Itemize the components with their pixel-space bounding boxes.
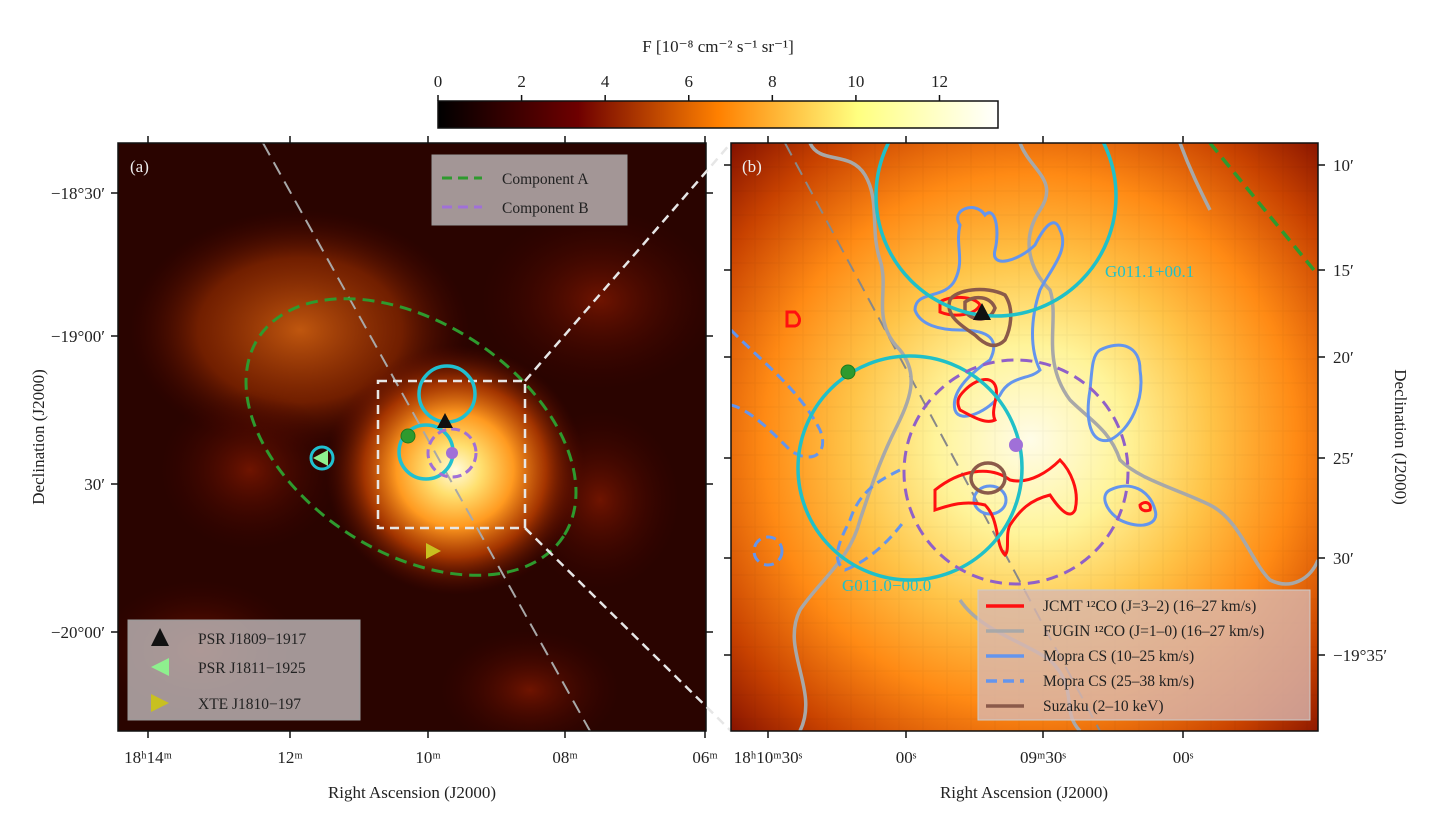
- panel-a: (a) Component A Component B PSR J1809−19…: [29, 136, 718, 802]
- panel-a-xlabel: Right Ascension (J2000): [328, 783, 496, 802]
- mopra-cs-25-38-contours: [731, 328, 907, 572]
- colorbar-tick-label: 0: [434, 72, 443, 91]
- y-tick-label: 10′: [1333, 156, 1354, 175]
- component-a-center: [400, 428, 416, 444]
- y-tick-label: 30′: [1333, 549, 1354, 568]
- legend-psr-j1811: PSR J1811−1925: [198, 660, 306, 677]
- component-a-ellipse-edge: [1208, 143, 1318, 277]
- triangle-left-icon: [151, 658, 169, 676]
- x-tick-label: 12ᵐ: [277, 748, 302, 767]
- x-tick-label: 06ᵐ: [692, 748, 717, 767]
- component-b-center: [446, 447, 458, 459]
- y-tick-label: −19°35′: [1333, 646, 1387, 665]
- colorbar-label: F [10⁻⁸ cm⁻² s⁻¹ sr⁻¹]: [642, 37, 794, 56]
- component-a-ellipse: [244, 297, 578, 577]
- panel-b-ylabel: Declination (J2000): [1391, 369, 1410, 505]
- colorbar-tick-label: 6: [684, 72, 693, 91]
- x-tick-label: 10ᵐ: [415, 748, 440, 767]
- y-tick-label: −18°30′: [51, 184, 105, 203]
- snr-circle: [309, 445, 335, 471]
- panel-b-legend: JCMT ¹²CO (J=3–2) (16–27 km/s) FUGIN ¹²CO…: [977, 589, 1311, 721]
- legend-entry: Suzaku (2–10 keV): [1043, 698, 1164, 715]
- panel-a-source-legend: PSR J1809−1917 PSR J1811−1925 XTE J1810−…: [127, 619, 361, 721]
- y-tick-label: −20°00′: [51, 623, 105, 642]
- jcmt-co-contours: [785, 296, 1152, 558]
- panel-a-ylabel: Declination (J2000): [29, 369, 48, 505]
- zoom-region-box: [376, 379, 527, 530]
- panel-a-label: (a): [130, 157, 149, 176]
- x-tick-label: 00ˢ: [1173, 748, 1194, 767]
- y-tick-label: 25′: [1333, 449, 1354, 468]
- colorbar-tick-label: 12: [931, 72, 948, 91]
- colorbar-gradient: [437, 100, 999, 129]
- colorbar-tick-label: 4: [601, 72, 610, 91]
- legend-entry: JCMT ¹²CO (J=3–2) (16–27 km/s): [1043, 598, 1256, 615]
- component-b-circle: [902, 358, 1130, 586]
- component-b-center: [1009, 438, 1023, 452]
- legend-entry: Mopra CS (25–38 km/s): [1043, 673, 1194, 690]
- x-tick-label: 18ʰ10ᵐ30ˢ: [734, 748, 803, 767]
- snr-g011.0-circle: [796, 354, 1024, 582]
- panel-b: G011.1+00.1 G011.0−00.0 (b) JCMT ¹²CO (J…: [724, 136, 1410, 802]
- colorbar-tick-label: 8: [768, 72, 777, 91]
- mopra-cs-10-25-contours: [913, 206, 1158, 527]
- xte-j1810-marker: [426, 543, 441, 559]
- panel-a-heatmap: (a): [118, 143, 706, 731]
- y-tick-label: −19°00′: [51, 327, 105, 346]
- x-tick-label: 18ʰ14ᵐ: [124, 748, 172, 767]
- y-tick-label: 15′: [1333, 261, 1354, 280]
- panel-a-component-legend: Component A Component B: [431, 154, 628, 226]
- legend-component-b: Component B: [502, 200, 589, 217]
- legend-entry: FUGIN ¹²CO (J=1–0) (16–27 km/s): [1043, 623, 1264, 640]
- component-a-center: [840, 364, 856, 380]
- legend-psr-j1809: PSR J1809−1917: [198, 631, 306, 648]
- psr-j1809-marker: [437, 413, 453, 428]
- region-label-g011.1: G011.1+00.1: [1105, 262, 1194, 281]
- legend-entry: Mopra CS (10–25 km/s): [1043, 648, 1194, 665]
- x-tick-label: 09ᵐ30ˢ: [1020, 748, 1066, 767]
- y-tick-label: 20′: [1333, 348, 1354, 367]
- colorbar-tick-label: 10: [847, 72, 864, 91]
- x-tick-label: 00ˢ: [896, 748, 917, 767]
- legend-component-a: Component A: [502, 171, 589, 188]
- triangle-right-icon: [151, 694, 169, 712]
- zoom-connector: [524, 527, 732, 732]
- galactic-plane-line: [262, 143, 591, 731]
- component-b-circle: [426, 427, 478, 479]
- y-tick-label: 30′: [84, 475, 105, 494]
- zoom-connector: [524, 142, 732, 382]
- legend-xte-j1810: XTE J1810−197: [198, 696, 301, 713]
- colorbar: F [10⁻⁸ cm⁻² s⁻¹ sr⁻¹] 0 2 4 6 8 10 12: [434, 37, 999, 129]
- triangle-up-icon: [151, 628, 169, 646]
- region-label-g011.0: G011.0−00.0: [842, 576, 931, 595]
- psr-j1809-marker: [973, 303, 991, 320]
- psr-j1811-marker: [313, 450, 328, 466]
- panel-b-label: (b): [742, 157, 762, 176]
- panel-b-xlabel: Right Ascension (J2000): [940, 783, 1108, 802]
- suzaku-contours: [947, 287, 1013, 495]
- colorbar-tick-label: 2: [517, 72, 526, 91]
- snr-g011.1-circle: [874, 143, 1118, 318]
- x-tick-label: 08ᵐ: [552, 748, 577, 767]
